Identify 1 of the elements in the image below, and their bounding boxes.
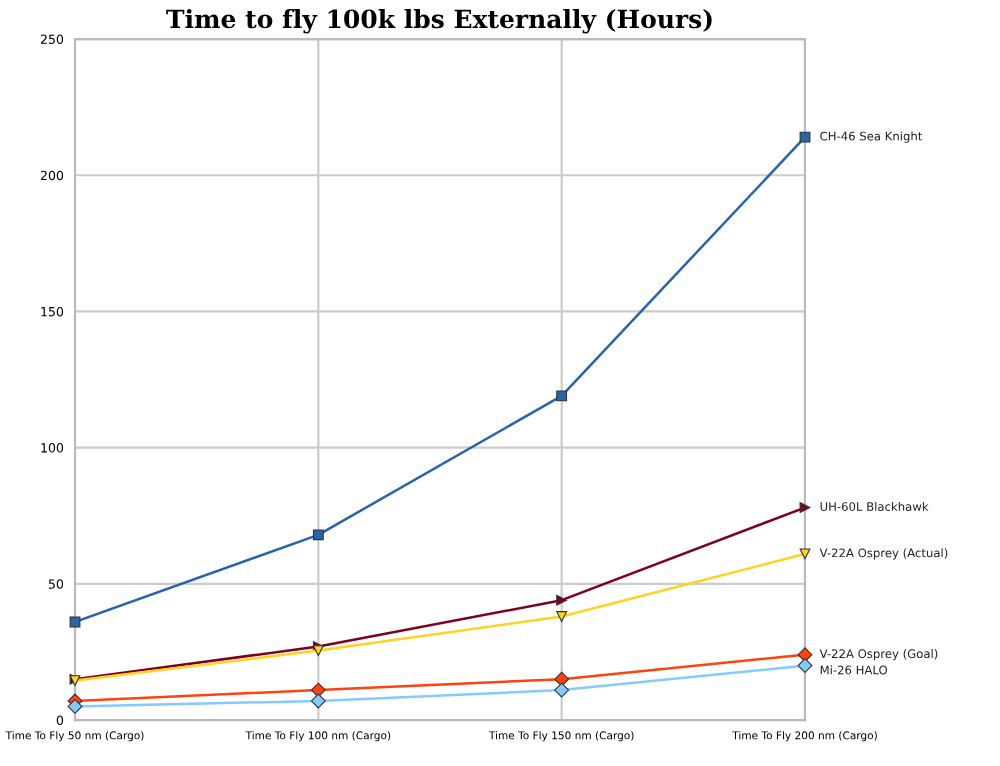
chart-title: Time to fly 100k lbs Externally (Hours) [166,8,712,34]
